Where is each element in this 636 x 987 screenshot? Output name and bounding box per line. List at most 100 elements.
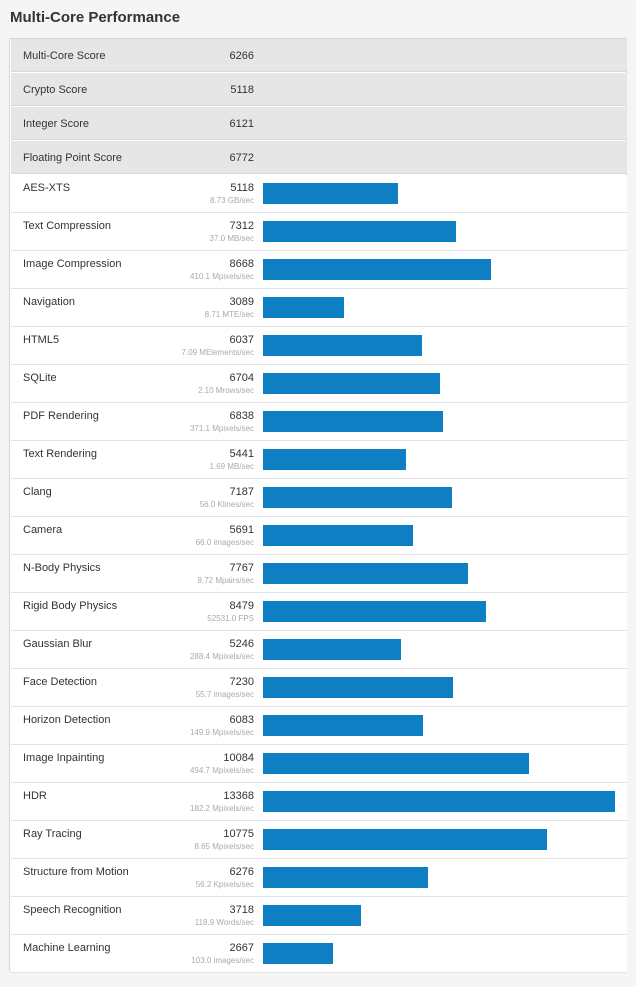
benchmark-name: HTML5 xyxy=(23,334,60,346)
benchmark-bar xyxy=(263,639,401,660)
benchmark-row: Horizon Detection 6083 149.9 Mpixels/sec xyxy=(11,707,627,745)
benchmark-bar xyxy=(263,335,422,356)
summary-score-label: Multi-Core Score xyxy=(23,50,106,62)
benchmark-throughput: 118.9 Words/sec xyxy=(194,918,254,927)
benchmark-throughput: 494.7 Mpixels/sec xyxy=(189,766,254,775)
benchmark-name: Face Detection xyxy=(23,676,97,688)
summary-score-row: Multi-Core Score 6266 xyxy=(11,39,627,72)
benchmark-bar xyxy=(263,487,452,508)
benchmark-throughput: 66.0 images/sec xyxy=(195,538,254,547)
benchmark-throughput: 2.10 Mrows/sec xyxy=(197,386,254,395)
benchmark-bar xyxy=(263,943,333,964)
benchmark-name: Clang xyxy=(23,486,52,498)
benchmark-name: Ray Tracing xyxy=(23,828,82,840)
benchmark-row: AES-XTS 5118 8.73 GB/sec xyxy=(11,175,627,213)
benchmark-row: Navigation 3089 8.71 MTE/sec xyxy=(11,289,627,327)
benchmark-bar xyxy=(263,791,615,812)
benchmark-throughput: 182.2 Mpixels/sec xyxy=(189,804,254,813)
benchmark-name: Image Compression xyxy=(23,258,122,270)
benchmark-score: 6838 xyxy=(229,410,254,422)
benchmark-score: 6276 xyxy=(229,866,254,878)
benchmark-row: Machine Learning 2667 103.0 images/sec xyxy=(11,935,627,973)
benchmark-row: Face Detection 7230 55.7 images/sec xyxy=(11,669,627,707)
benchmark-score: 8668 xyxy=(229,258,254,270)
benchmark-throughput: 103.0 images/sec xyxy=(191,956,254,965)
benchmark-name: SQLite xyxy=(23,372,57,384)
benchmark-throughput: 56.2 Kpixels/sec xyxy=(195,880,254,889)
benchmark-bar xyxy=(263,829,547,850)
benchmark-score: 7312 xyxy=(229,220,254,232)
benchmark-bar xyxy=(263,297,344,318)
benchmark-name: HDR xyxy=(23,790,47,802)
benchmark-bar xyxy=(263,221,456,242)
benchmark-score: 3089 xyxy=(229,296,254,308)
benchmark-row: Ray Tracing 10775 8.65 Mpixels/sec xyxy=(11,821,627,859)
benchmark-score: 2667 xyxy=(229,942,254,954)
benchmark-bar xyxy=(263,411,443,432)
benchmark-bar xyxy=(263,905,361,926)
results-table: Multi-Core Score 6266 Crypto Score 5118 Inte… xyxy=(9,38,627,973)
benchmark-name: Speech Recognition xyxy=(23,904,122,916)
page-title: Multi-Core Performance xyxy=(10,9,181,26)
benchmark-throughput: 8.73 GB/sec xyxy=(209,196,254,205)
benchmark-name: PDF Rendering xyxy=(23,410,99,422)
benchmark-bar xyxy=(263,449,406,470)
benchmark-throughput: 371.1 Mpixels/sec xyxy=(189,424,254,433)
benchmark-throughput: 56.0 Klines/sec xyxy=(199,500,254,509)
summary-score-row: Integer Score 6121 xyxy=(11,107,627,140)
benchmark-name: N-Body Physics xyxy=(23,562,101,574)
benchmark-score: 3718 xyxy=(229,904,254,916)
benchmark-score: 7187 xyxy=(229,486,254,498)
benchmark-row: Text Rendering 5441 1.69 MB/sec xyxy=(11,441,627,479)
benchmark-name: Text Rendering xyxy=(23,448,97,460)
benchmark-score: 10775 xyxy=(223,828,254,840)
benchmark-score: 5691 xyxy=(229,524,254,536)
benchmark-throughput: 410.1 Mpixels/sec xyxy=(189,272,254,281)
benchmark-row: Camera 5691 66.0 images/sec xyxy=(11,517,627,555)
summary-score-value: 6772 xyxy=(229,152,254,164)
benchmark-score: 6083 xyxy=(229,714,254,726)
benchmark-throughput: 1.69 MB/sec xyxy=(209,462,254,471)
benchmark-row: Image Compression 8668 410.1 Mpixels/sec xyxy=(11,251,627,289)
benchmark-name: Image Inpainting xyxy=(23,752,105,764)
benchmark-row: Structure from Motion 6276 56.2 Kpixels/se… xyxy=(11,859,627,897)
benchmark-score: 7230 xyxy=(229,676,254,688)
benchmark-score: 5441 xyxy=(229,448,254,460)
benchmark-score: 6037 xyxy=(229,334,254,346)
benchmark-bar xyxy=(263,753,529,774)
summary-score-value: 6266 xyxy=(229,50,254,62)
benchmark-bar xyxy=(263,867,428,888)
summary-score-label: Floating Point Score xyxy=(23,152,123,164)
benchmark-name: Gaussian Blur xyxy=(23,638,93,650)
benchmark-score: 5246 xyxy=(229,638,254,650)
benchmark-score: 6704 xyxy=(229,372,254,384)
summary-score-value: 6121 xyxy=(229,118,254,130)
benchmark-throughput: 149.9 Mpixels/sec xyxy=(189,728,254,737)
benchmark-name: Machine Learning xyxy=(23,942,111,954)
benchmark-row: Speech Recognition 3718 118.9 Words/sec xyxy=(11,897,627,935)
benchmark-row: PDF Rendering 6838 371.1 Mpixels/sec xyxy=(11,403,627,441)
benchmark-name: Text Compression xyxy=(23,220,112,232)
summary-score-label: Crypto Score xyxy=(23,84,88,96)
benchmark-throughput: 7.09 MElements/sec xyxy=(181,348,254,357)
benchmark-row: SQLite 6704 2.10 Mrows/sec xyxy=(11,365,627,403)
benchmark-bar xyxy=(263,373,440,394)
benchmark-throughput: 288.4 Mpixels/sec xyxy=(189,652,254,661)
benchmark-throughput: 8.71 MTE/sec xyxy=(204,310,254,319)
benchmark-throughput: 8.65 Mpixels/sec xyxy=(194,842,254,851)
benchmark-throughput: 37.0 MB/sec xyxy=(209,234,254,243)
benchmark-bar xyxy=(263,525,413,546)
benchmark-score: 10084 xyxy=(223,752,254,764)
summary-score-value: 5118 xyxy=(230,84,254,96)
benchmark-row: Text Compression 7312 37.0 MB/sec xyxy=(11,213,627,251)
summary-score-label: Integer Score xyxy=(23,118,90,130)
benchmark-name: Navigation xyxy=(23,296,75,308)
benchmark-row: Image Inpainting 10084 494.7 Mpixels/sec xyxy=(11,745,627,783)
benchmark-row: HDR 13368 182.2 Mpixels/sec xyxy=(11,783,627,821)
benchmark-row: HTML5 6037 7.09 MElements/sec xyxy=(11,327,627,365)
benchmark-score: 8479 xyxy=(229,600,254,612)
benchmark-name: AES-XTS xyxy=(23,182,71,194)
benchmark-bar xyxy=(263,677,453,698)
benchmark-name: Structure from Motion xyxy=(23,866,129,878)
benchmark-row: Gaussian Blur 5246 288.4 Mpixels/sec xyxy=(11,631,627,669)
